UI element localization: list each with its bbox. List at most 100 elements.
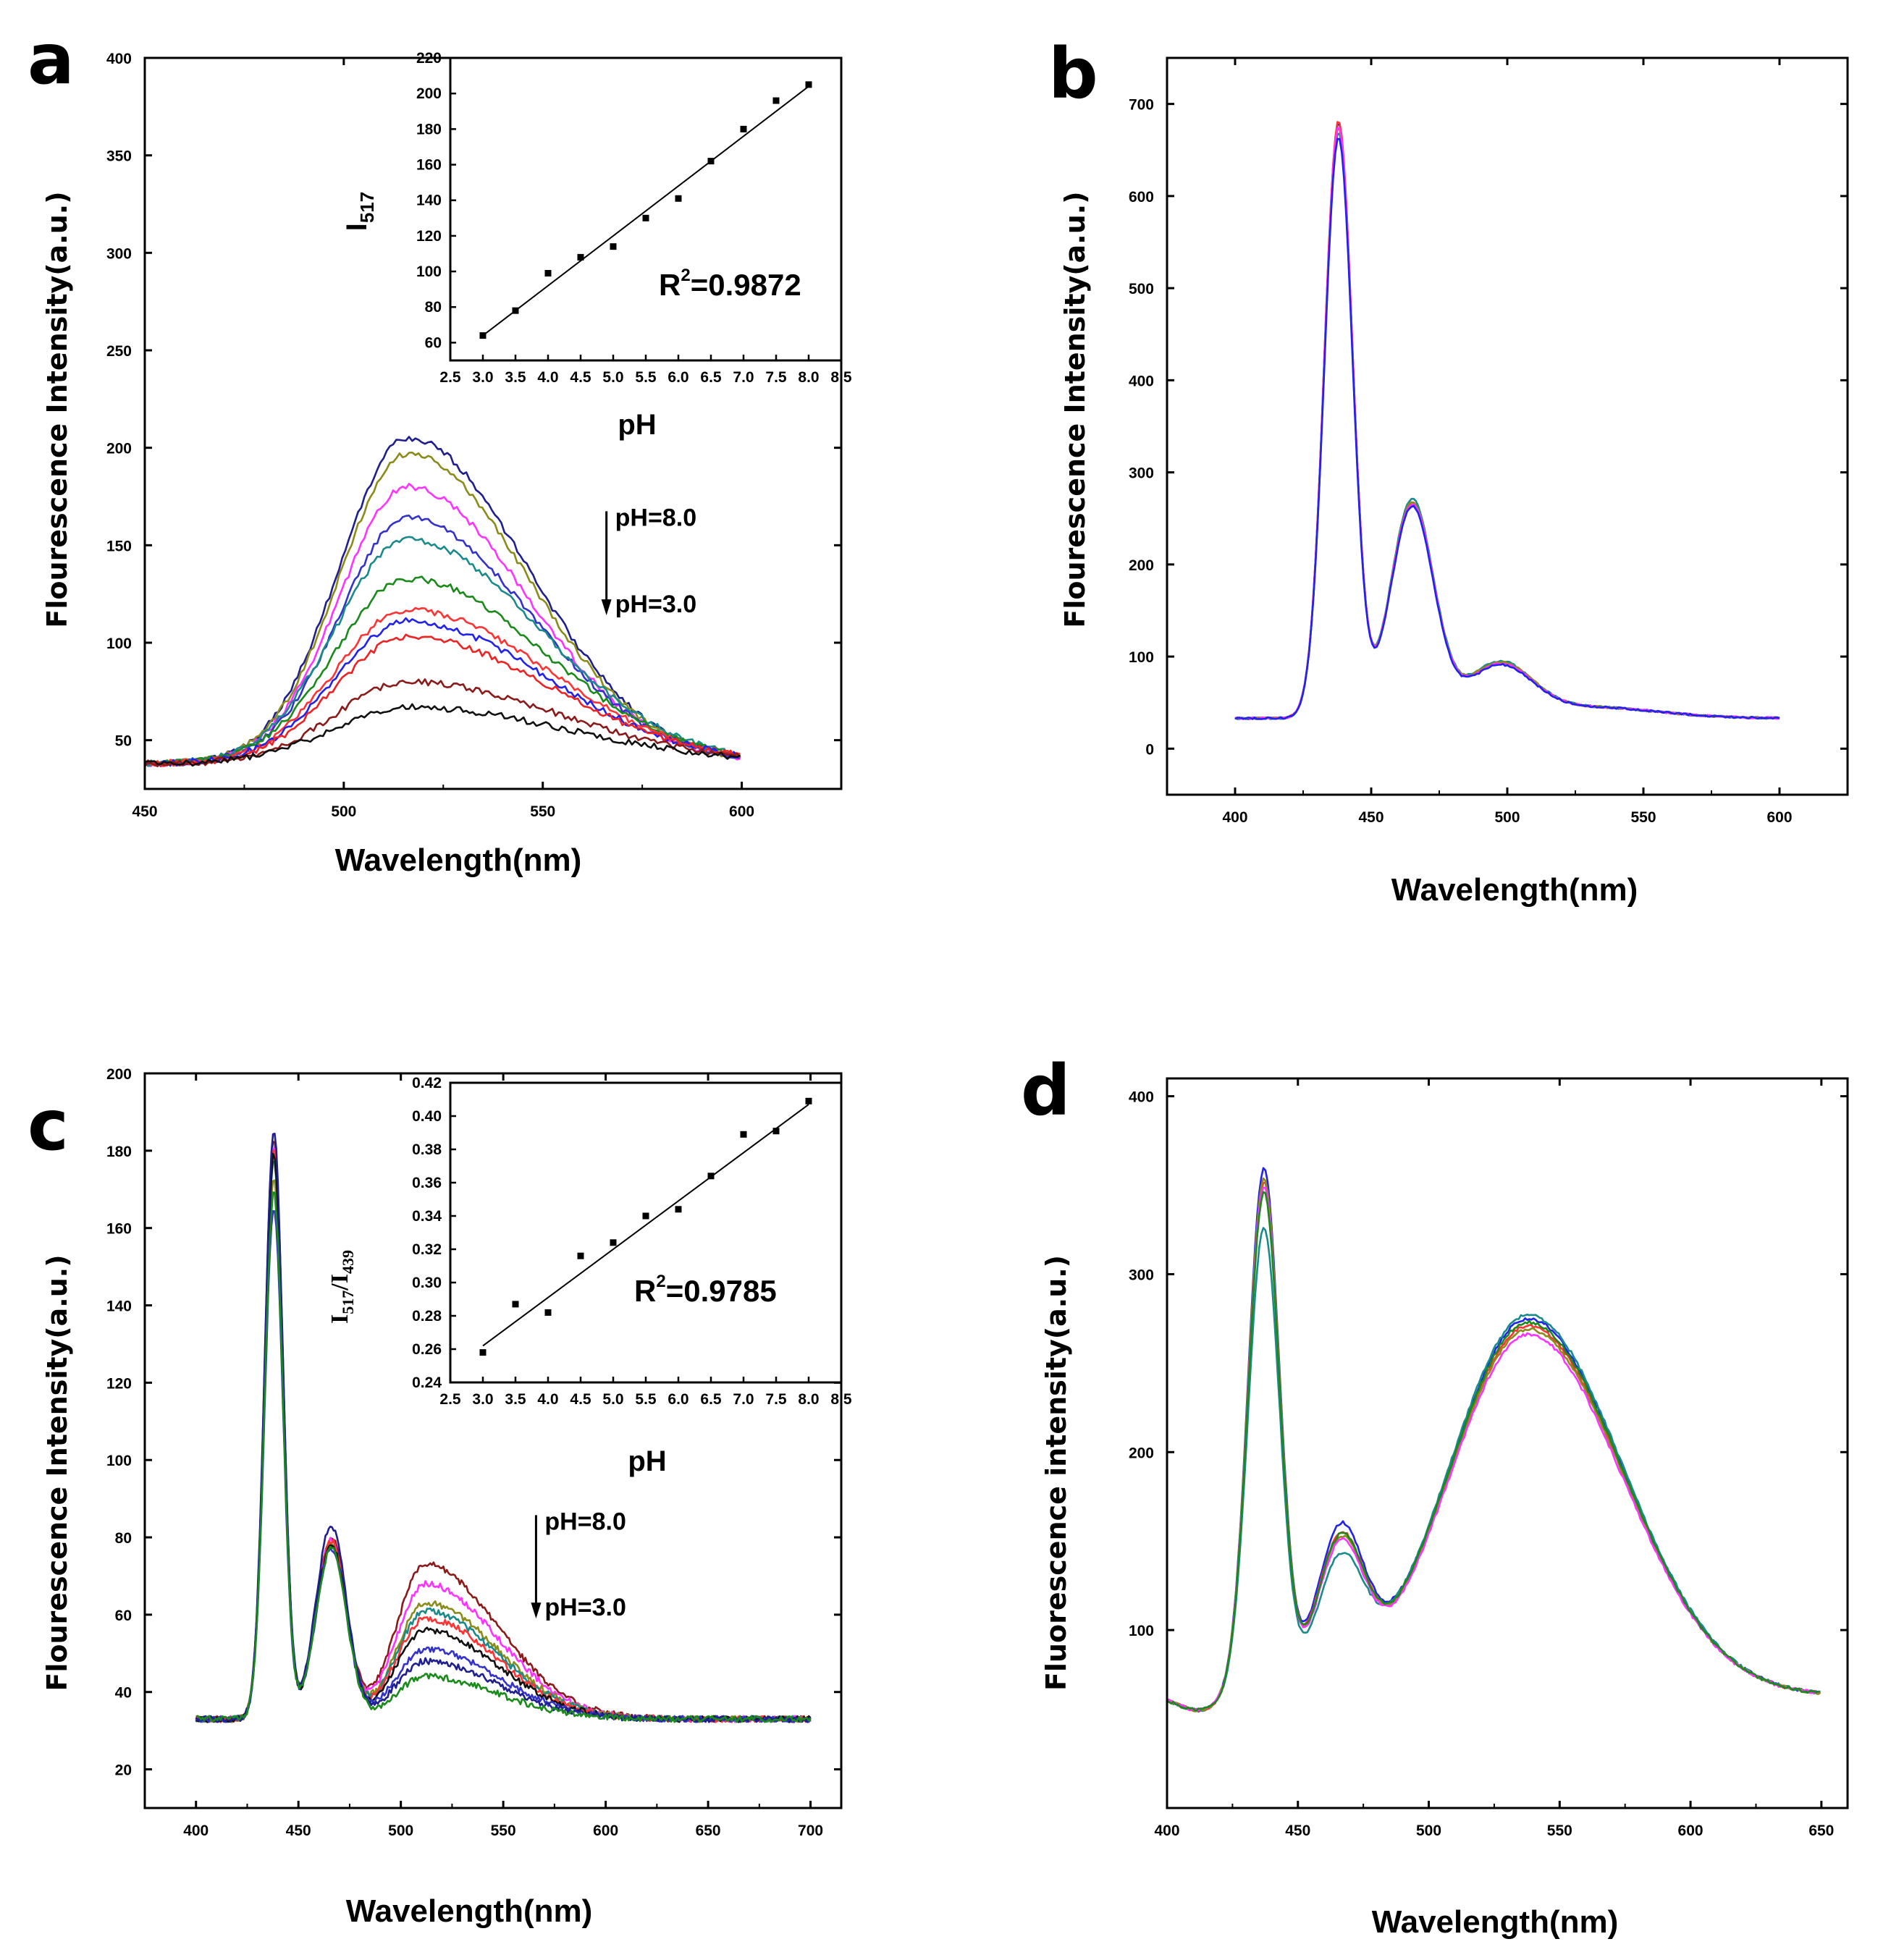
inset-c-ylabel-mid: /I bbox=[327, 1274, 353, 1291]
panel-a-xtick-label: 550 bbox=[530, 803, 555, 820]
panel-c-ytick-label: 200 bbox=[106, 1066, 132, 1083]
panel-d-ytick-label: 400 bbox=[1129, 1089, 1154, 1106]
panel-c-ylabel: Flourescence Intensity(a.u.) bbox=[41, 1254, 73, 1691]
inset-a-xtick-label: 6.5 bbox=[700, 369, 722, 386]
panel-d-xtick-label: 500 bbox=[1416, 1822, 1441, 1839]
panel-b-ytick-label: 500 bbox=[1129, 281, 1154, 297]
panel-c-xtick-label: 700 bbox=[798, 1822, 823, 1839]
inset-a-xtick-label: 8.0 bbox=[798, 369, 819, 386]
panel-a-series-line bbox=[143, 607, 741, 767]
inset-c-ytick-label: 0.36 bbox=[412, 1175, 442, 1191]
panel-c-ytick-label: 120 bbox=[106, 1375, 132, 1392]
panel-a-ytick-label: 100 bbox=[106, 635, 132, 652]
inset-a-xtick-label: 8.5 bbox=[830, 369, 852, 386]
panel-a: a Flourescence Intensity(a.u.) Wavelengt… bbox=[28, 19, 852, 878]
panel-a-ytick-label: 350 bbox=[106, 148, 132, 165]
inset-c-xtick-label: 6.5 bbox=[700, 1391, 722, 1408]
panel-d-xtick-label: 600 bbox=[1678, 1822, 1703, 1839]
inset-a-ytick-label: 100 bbox=[416, 263, 442, 280]
inset-c-xtick-label: 4.5 bbox=[570, 1391, 591, 1408]
panel-b-ytick-label: 600 bbox=[1129, 189, 1154, 206]
inset-a-xtick-label: 6.0 bbox=[667, 369, 688, 386]
inset-a-xtick-label: 3.0 bbox=[472, 369, 493, 386]
panel-a-ytick-label: 300 bbox=[106, 245, 132, 262]
inset-c-xtick-label: 6.0 bbox=[667, 1391, 688, 1408]
inset-c-point bbox=[740, 1131, 747, 1138]
panel-d-xtick-label: 550 bbox=[1547, 1822, 1572, 1839]
inset-c-xtick-label: 8.0 bbox=[798, 1391, 819, 1408]
panel-label-b: b bbox=[1048, 33, 1098, 114]
panel-d-ylabel: Fluorescence intensity(a.u.) bbox=[1040, 1255, 1072, 1691]
inset-c-point bbox=[610, 1239, 617, 1246]
inset-a-xlabel: pH bbox=[618, 409, 656, 441]
panel-c-ytick-label: 180 bbox=[106, 1144, 132, 1160]
inset-c-xtick-label: 7.5 bbox=[765, 1391, 787, 1408]
inset-a-point bbox=[642, 214, 649, 221]
inset-a-point bbox=[479, 332, 487, 339]
panel-c-ytick-label: 160 bbox=[106, 1221, 132, 1238]
svg-text:I517/I439: I517/I439 bbox=[327, 1250, 357, 1324]
panel-c-frame bbox=[143, 1072, 843, 1809]
inset-c-ylabel-sub2: 439 bbox=[339, 1250, 357, 1274]
panel-b-xtick-label: 450 bbox=[1358, 809, 1383, 826]
panel-a-series-line bbox=[145, 575, 741, 766]
panel-c-series-line bbox=[195, 1191, 812, 1723]
inset-c-ytick-label: 0.26 bbox=[412, 1341, 442, 1358]
panel-label-d: d bbox=[1021, 1050, 1071, 1131]
panel-c-ytick-label: 20 bbox=[115, 1762, 132, 1779]
inset-c-ytick-label: 0.28 bbox=[412, 1308, 442, 1325]
panel-d: d Fluorescence intensity(a.u.) Wavelengt… bbox=[1021, 1050, 1849, 1940]
inset-a-ylabel-main: I bbox=[341, 223, 373, 231]
inset-c-xtick-label: 2.5 bbox=[439, 1391, 461, 1408]
inset-a-point bbox=[805, 81, 812, 88]
panel-d-frame bbox=[1166, 1077, 1849, 1809]
inset-c-point bbox=[675, 1206, 682, 1213]
inset-c-point bbox=[707, 1173, 715, 1180]
inset-c-ytick-label: 0.40 bbox=[412, 1108, 442, 1125]
inset-a-ytick-label: 200 bbox=[416, 85, 442, 102]
panel-c-ytick-label: 100 bbox=[106, 1453, 132, 1469]
panel-a-ytick-label: 400 bbox=[106, 51, 132, 67]
inset-a-point bbox=[772, 97, 780, 104]
panel-a-ylabel-text: Flourescence Intensity(a.u.) bbox=[41, 191, 73, 628]
inset-c-xtick-label: 8.5 bbox=[830, 1391, 852, 1408]
inset-c-ytick-label: 0.32 bbox=[412, 1241, 442, 1258]
panel-b-series-line bbox=[1234, 123, 1780, 720]
panel-d-series-line bbox=[1166, 1177, 1821, 1712]
panel-a-xlabel: Wavelength(nm) bbox=[335, 842, 582, 878]
panel-c: c Flourescence Intensity(a.u.) Wavelengt… bbox=[28, 1066, 852, 1929]
inset-c-ytick-label: 0.34 bbox=[412, 1208, 442, 1225]
inset-a-point bbox=[610, 243, 617, 250]
inset-a-ytick-label: 120 bbox=[416, 228, 442, 245]
panel-b-ytick-label: 700 bbox=[1129, 97, 1154, 114]
panel-a-xtick-label: 500 bbox=[331, 803, 356, 820]
inset-a-xtick-label: 7.0 bbox=[733, 369, 754, 386]
inset-a-xtick-label: 5.5 bbox=[635, 369, 657, 386]
panel-b-series-line bbox=[1234, 121, 1780, 720]
panel-c-inset-ylabel: I517/I439 bbox=[327, 1250, 357, 1324]
panel-d-ytick-label: 300 bbox=[1129, 1267, 1154, 1283]
panel-d-ytick-label: 200 bbox=[1129, 1445, 1154, 1461]
panel-c-ylabel-text: Flourescence Intensity(a.u.) bbox=[41, 1254, 73, 1691]
inset-c-ytick-label: 0.30 bbox=[412, 1275, 442, 1291]
inset-c-ylabel-sub: 517 bbox=[339, 1291, 357, 1314]
panel-a-series-line bbox=[144, 633, 741, 767]
panel-b: b Flourescence Intensity(a.u.) Wavelengt… bbox=[1048, 33, 1849, 908]
inset-c-xtick-label: 4.0 bbox=[537, 1391, 558, 1408]
panel-b-frame bbox=[1166, 56, 1849, 796]
inset-c-frame bbox=[449, 1081, 843, 1384]
panel-b-series-line bbox=[1234, 127, 1780, 720]
panel-a-series-line bbox=[143, 515, 741, 767]
inset-a-point bbox=[544, 270, 552, 277]
panel-c-inset: 2.5 3.0 3.5 4.0 4.5 5.0 5.5 6.0 6.5 7.0 7.5 8.0 8.5 0… bbox=[412, 1075, 852, 1408]
inset-c-fit-line bbox=[482, 1104, 809, 1347]
inset-a-point bbox=[707, 158, 715, 165]
panel-b-xtick-label: 600 bbox=[1766, 809, 1792, 826]
panel-b-series-line bbox=[1235, 128, 1780, 720]
panel-b-xtick-label: 400 bbox=[1222, 809, 1247, 826]
panel-b-ytick-label: 300 bbox=[1129, 465, 1154, 482]
panel-a-ytick-label: 50 bbox=[115, 733, 132, 750]
panel-c-ytick-label: 40 bbox=[115, 1685, 132, 1702]
panel-a-annotation: pH=8.0 pH=3.0 bbox=[601, 504, 696, 618]
